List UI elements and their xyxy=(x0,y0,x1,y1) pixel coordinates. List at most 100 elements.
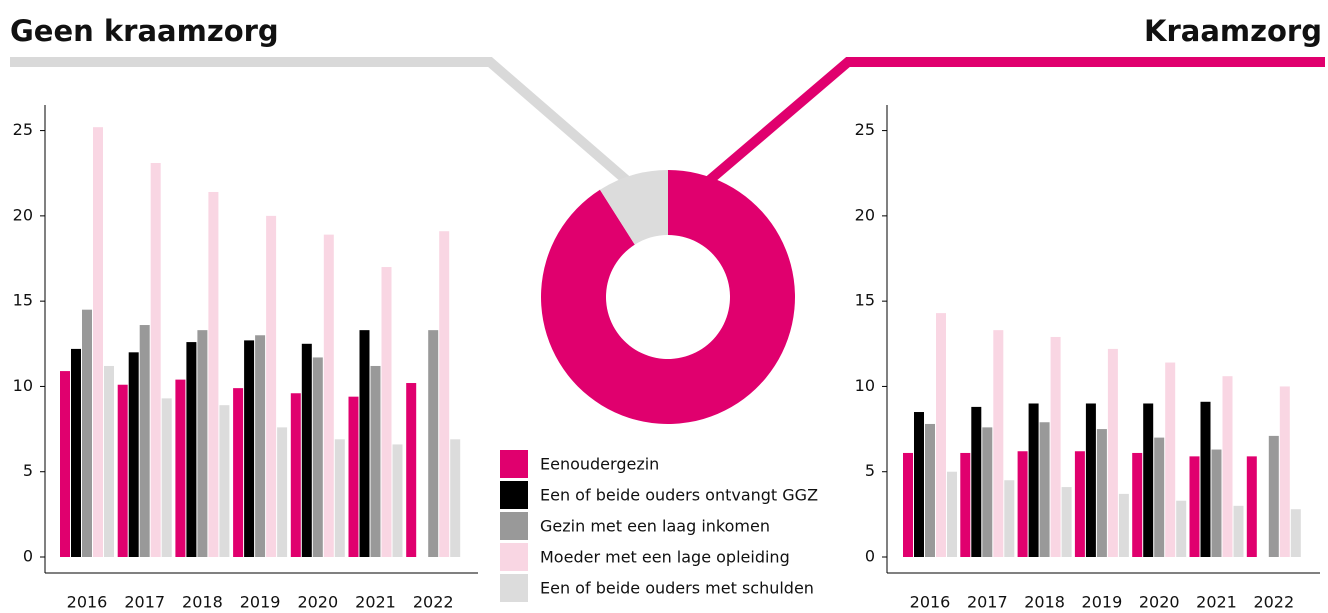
bar xyxy=(290,393,301,557)
x-tick-label: 2019 xyxy=(1082,593,1123,612)
bar xyxy=(1189,456,1200,557)
bar xyxy=(982,427,993,557)
legend-swatch xyxy=(500,481,528,509)
bar xyxy=(450,439,461,557)
x-tick-label: 2016 xyxy=(67,593,108,612)
donut-slice xyxy=(540,170,795,424)
bar xyxy=(1017,451,1028,557)
bar xyxy=(334,439,345,557)
bar xyxy=(1143,403,1154,557)
y-tick-label: 20 xyxy=(13,205,33,224)
bar xyxy=(1132,452,1143,557)
x-tick-label: 2018 xyxy=(1024,593,1065,612)
legend-label: Gezin met een laag inkomen xyxy=(540,517,770,536)
bar xyxy=(1028,403,1039,557)
bar xyxy=(1154,437,1165,557)
bar xyxy=(150,162,161,558)
bar xyxy=(128,352,139,557)
x-tick-label: 2019 xyxy=(240,593,281,612)
bar xyxy=(117,384,128,557)
bar xyxy=(1039,422,1050,557)
bar xyxy=(197,330,208,557)
bar xyxy=(93,127,103,557)
connector xyxy=(701,57,1325,188)
bar xyxy=(186,342,197,557)
x-tick-label: 2017 xyxy=(124,593,165,612)
bar xyxy=(1085,403,1096,557)
x-tick-label: 2022 xyxy=(413,593,454,612)
bar xyxy=(1050,336,1061,557)
bar xyxy=(914,412,924,557)
bar xyxy=(971,406,982,557)
bar xyxy=(82,309,92,557)
bar xyxy=(993,330,1004,557)
x-tick-label: 2017 xyxy=(967,593,1008,612)
y-tick-label: 5 xyxy=(865,461,875,480)
bar xyxy=(439,231,450,557)
connector xyxy=(10,57,644,196)
bar xyxy=(925,423,935,557)
y-tick-label: 15 xyxy=(855,291,875,310)
bar xyxy=(301,343,312,557)
bar xyxy=(960,452,971,557)
bar xyxy=(348,396,359,557)
bar xyxy=(104,365,114,557)
x-tick-label: 2020 xyxy=(1139,593,1180,612)
bar xyxy=(60,371,70,557)
bar xyxy=(71,348,81,557)
bar xyxy=(255,335,266,557)
bar xyxy=(266,215,277,557)
bar xyxy=(1246,456,1257,557)
bar xyxy=(175,379,186,557)
bar xyxy=(1061,487,1072,557)
legend-swatch xyxy=(500,512,528,540)
y-tick-label: 25 xyxy=(855,120,875,139)
x-tick-label: 2021 xyxy=(355,593,396,612)
bar xyxy=(392,444,403,557)
bar xyxy=(428,330,439,557)
chart-title: Geen kraamzorg xyxy=(10,14,279,48)
bar xyxy=(277,427,288,557)
x-tick-label: 2016 xyxy=(910,593,951,612)
bar xyxy=(903,452,913,557)
bar xyxy=(1004,480,1015,557)
x-tick-label: 2022 xyxy=(1253,593,1294,612)
x-tick-label: 2020 xyxy=(297,593,338,612)
y-tick-label: 0 xyxy=(23,547,33,566)
bar xyxy=(1222,376,1233,557)
bar xyxy=(359,330,370,557)
bar xyxy=(406,383,417,557)
bar xyxy=(381,267,392,557)
bar xyxy=(139,325,150,557)
bar xyxy=(1211,449,1222,557)
legend-swatch xyxy=(500,574,528,602)
x-tick-label: 2021 xyxy=(1196,593,1237,612)
bar xyxy=(1107,348,1118,557)
legend-label: Moeder met een lage opleiding xyxy=(540,548,790,567)
bar xyxy=(1176,500,1187,557)
donut-slice xyxy=(599,170,668,245)
y-tick-label: 20 xyxy=(855,205,875,224)
bar xyxy=(936,313,946,557)
bar xyxy=(1118,493,1129,557)
bar xyxy=(1290,509,1301,557)
y-tick-label: 15 xyxy=(13,291,33,310)
y-tick-label: 10 xyxy=(855,376,875,395)
bar xyxy=(947,471,957,557)
bar xyxy=(1233,505,1244,557)
bar xyxy=(370,365,381,557)
bar xyxy=(233,388,244,557)
y-tick-label: 10 xyxy=(13,376,33,395)
bar xyxy=(208,191,219,557)
x-tick-label: 2018 xyxy=(182,593,223,612)
bar xyxy=(312,357,323,557)
bar xyxy=(161,398,172,557)
legend-swatch xyxy=(500,450,528,478)
bar xyxy=(1268,435,1279,557)
chart-title: Kraamzorg xyxy=(1144,14,1322,48)
y-tick-label: 5 xyxy=(23,461,33,480)
legend-label: Een of beide ouders met schulden xyxy=(540,579,814,598)
y-tick-label: 25 xyxy=(13,120,33,139)
